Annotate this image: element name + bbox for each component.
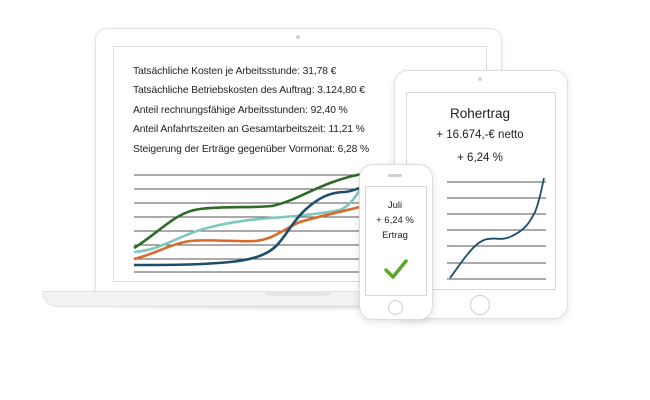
phone-screen [365, 186, 427, 296]
phone-month: Juli [387, 200, 403, 211]
series-line-green [133, 172, 363, 250]
stat-billable-hours: Anteil rechnungsfähige Arbeitsstunden: 9… [133, 104, 348, 116]
series-line-teal [133, 183, 366, 254]
tablet-net-profit: + 16.674,-€ netto [436, 129, 524, 141]
stats-list: Tatsächliche Kosten je Arbeitsstunde: 31… [133, 62, 393, 159]
tablet-series-line [449, 177, 545, 279]
phone-home-button[interactable] [388, 300, 403, 315]
laptop-chart-gridlines [134, 174, 370, 273]
tablet-camera [478, 77, 482, 81]
tablet-percent: + 6,24 % [457, 152, 503, 164]
stat-operating-costs: Tatsächliche Betriebskosten des Auftrag:… [133, 85, 365, 97]
series-line-navy [133, 184, 365, 267]
phone-value: + 6,24 % [376, 215, 414, 226]
laptop-shadow [50, 305, 545, 311]
phone-speaker [388, 174, 402, 177]
stat-revenue-growth: Steigerung der Erträge gegenüber Vormona… [133, 143, 370, 155]
tablet-chart-gridlines [447, 181, 546, 280]
check-icon [384, 259, 408, 279]
series-line-orange [133, 204, 365, 261]
stat-travel-time: Anteil Anfahrtszeiten an Gesamtarbeitsze… [133, 124, 365, 136]
phone-label: Ertrag [382, 230, 408, 241]
stat-cost-per-hour: Tatsächliche Kosten je Arbeitsstunde: 31… [133, 66, 337, 77]
tablet-home-button[interactable] [470, 295, 490, 315]
laptop-notch [265, 291, 331, 296]
laptop-camera [296, 35, 300, 39]
tablet-title: Rohertrag [449, 106, 511, 121]
